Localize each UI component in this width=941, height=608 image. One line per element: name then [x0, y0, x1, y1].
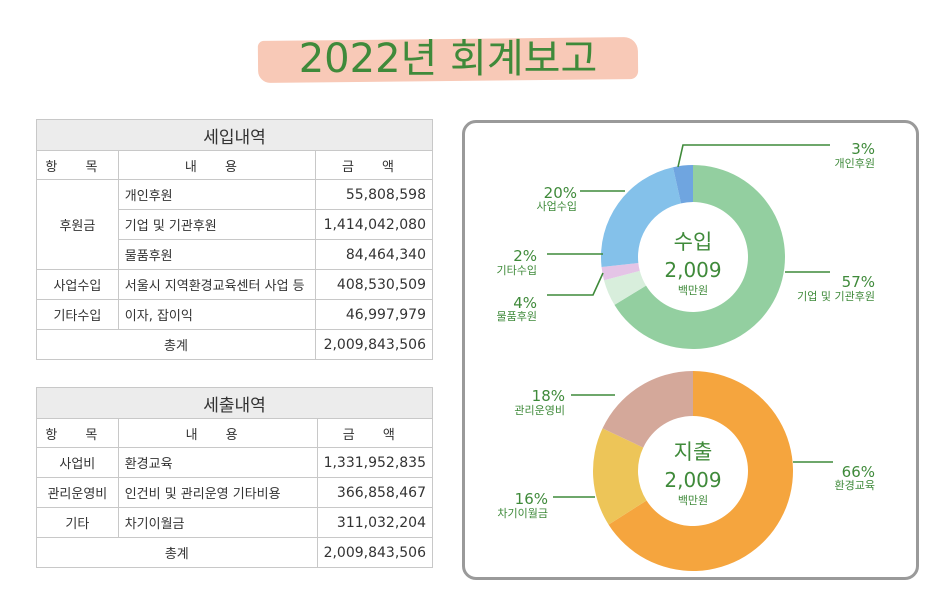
data-label: 2% — [513, 247, 537, 265]
center-value: 2,009 — [664, 258, 721, 282]
table-row: 관리운영비 인건비 및 관리운영 기타비용 366,858,467 — [36, 477, 434, 508]
total-amount: 2,009,843,506 — [315, 329, 433, 360]
pie-slice — [608, 371, 793, 571]
category-cell: 기타 — [36, 507, 119, 538]
income-table: 세입내역 항 목 내 용 금 액 후원금 개인후원 55,808,598 기업 … — [36, 119, 433, 360]
table-row: 기업 및 기관후원 1,414,042,080 — [37, 209, 433, 240]
content-cell: 기업 및 기관후원 — [117, 209, 317, 240]
center-unit: 백만원 — [678, 284, 708, 297]
pie-slice — [601, 263, 640, 281]
page-title: 2022년 회계보고 — [298, 36, 598, 82]
income-caption: 세입내역 — [36, 119, 433, 151]
pie-slice — [603, 270, 647, 305]
donut-charts: 수입 2,009 백만원 3%개인후원 57%기업 및 기관후원 4%물품후원 2%기타수입… — [497, 140, 875, 571]
pie-slice — [614, 165, 785, 349]
content-cell: 개인후원 — [117, 179, 317, 210]
amount-cell: 311,032,204 — [316, 507, 434, 538]
total-label: 총계 — [36, 537, 318, 568]
header-content: 내 용 — [117, 150, 317, 180]
center-label: 지출 — [674, 440, 713, 464]
header-content: 내 용 — [117, 418, 318, 448]
data-label: 3% — [851, 140, 875, 158]
category-cell: 후원금 — [36, 179, 119, 270]
data-label: 18% — [532, 387, 565, 405]
table-row: 사업비 환경교육 1,331,952,835 — [36, 447, 434, 478]
total-row: 총계 2,009,843,506 — [36, 329, 433, 360]
table-row: 기타수입 이자, 잡이익 46,997,979 — [36, 299, 433, 330]
header-amount: 금 액 — [315, 150, 433, 180]
amount-cell: 84,464,340 — [315, 239, 433, 270]
table-row: 기타 차기이월금 311,032,204 — [36, 507, 434, 538]
amount-cell: 408,530,509 — [315, 269, 433, 300]
amount-cell: 1,331,952,835 — [316, 447, 434, 478]
slice-label: 기타수입 — [497, 264, 537, 277]
category-cell: 사업수입 — [36, 269, 119, 300]
expense-table: 세출내역 항 목 내 용 금 액 사업비 환경교육 1,331,952,835 … — [36, 387, 434, 568]
pie-slice — [602, 371, 693, 448]
total-row: 총계 2,009,843,506 — [36, 537, 434, 568]
slice-label: 환경교육 — [835, 479, 875, 492]
table-row: 사업수입 서울시 지역환경교육센터 사업 등 408,530,509 — [36, 269, 433, 300]
total-label: 총계 — [36, 329, 316, 360]
slice-label: 관리운영비 — [514, 404, 565, 417]
expense-caption: 세출내역 — [36, 387, 433, 419]
header-category: 항 목 — [36, 418, 119, 448]
leader-line — [547, 272, 604, 296]
amount-cell: 1,414,042,080 — [315, 209, 433, 240]
header-amount: 금 액 — [316, 418, 434, 448]
title-banner: 2022년 회계보고 — [257, 33, 639, 85]
content-cell: 서울시 지역환경교육센터 사업 등 — [117, 269, 317, 300]
category-cell: 관리운영비 — [36, 477, 119, 508]
pie-slice — [601, 167, 682, 268]
slice-label: 개인후원 — [835, 157, 875, 170]
data-label: 4% — [513, 294, 537, 312]
amount-cell: 55,808,598 — [315, 179, 433, 210]
center-label: 수입 — [674, 230, 713, 254]
table-row: 물품후원 84,464,340 — [37, 239, 433, 270]
content-cell: 이자, 잡이익 — [117, 299, 317, 330]
slice-label: 사업수입 — [537, 200, 577, 213]
category-cell: 사업비 — [36, 447, 119, 478]
slice-label: 기업 및 기관후원 — [797, 290, 875, 303]
center-value: 2,009 — [664, 468, 721, 492]
content-cell: 인건비 및 관리운영 기타비용 — [117, 477, 318, 508]
data-label: 20% — [544, 184, 577, 202]
chart-panel: 수입 2,009 백만원 3% 개인후원 57% 기업 및 기관후원 4% 물품후원 2% 기타수입… — [462, 120, 919, 580]
total-amount: 2,009,843,506 — [316, 537, 434, 568]
pie-slice — [672, 165, 693, 204]
amount-cell: 366,858,467 — [316, 477, 434, 508]
table-row: 후원금 개인후원 55,808,598 — [36, 179, 433, 270]
header-category: 항 목 — [36, 150, 119, 180]
data-label: 16% — [515, 490, 548, 508]
pie-slice — [593, 428, 647, 525]
slice-label: 물품후원 — [497, 310, 537, 323]
amount-cell: 46,997,979 — [315, 299, 433, 330]
content-cell: 환경교육 — [117, 447, 318, 478]
slice-label: 차기이월금 — [497, 507, 548, 520]
data-label: 66% — [842, 463, 875, 481]
content-cell: 물품후원 — [117, 239, 317, 270]
center-unit: 백만원 — [678, 494, 708, 507]
data-label: 57% — [842, 273, 875, 291]
category-cell: 기타수입 — [36, 299, 119, 330]
content-cell: 차기이월금 — [117, 507, 318, 538]
leader-line — [677, 144, 830, 168]
